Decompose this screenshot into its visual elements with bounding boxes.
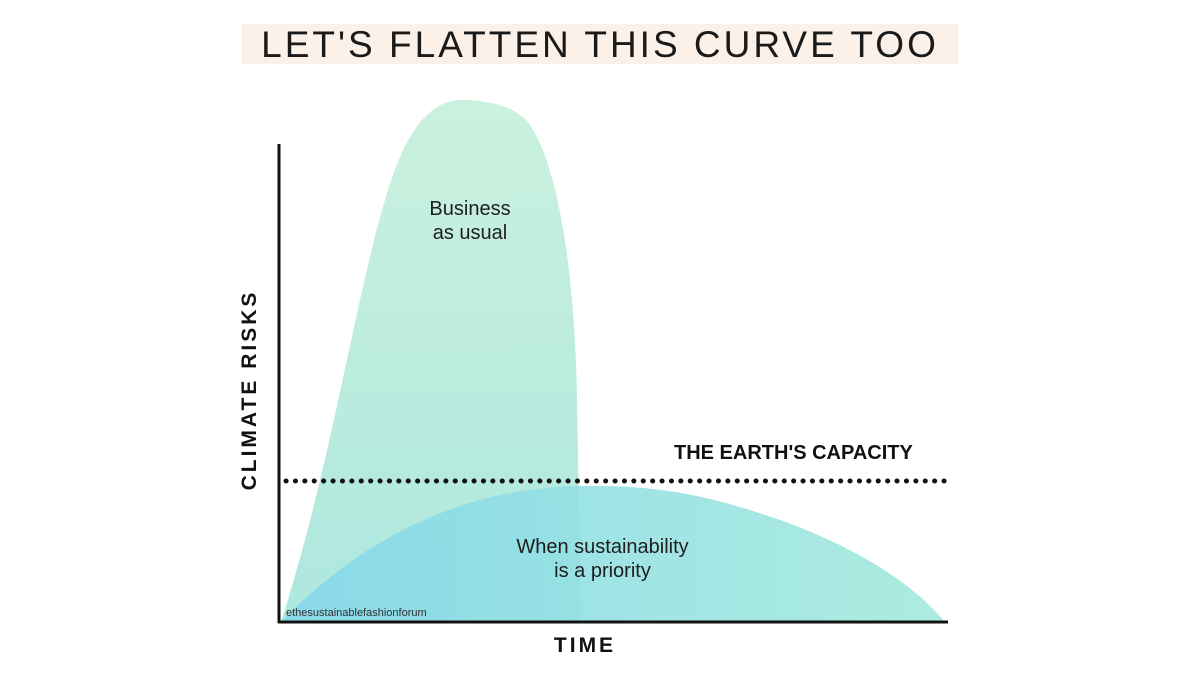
earth-capacity-label: THE EARTH'S CAPACITY [674, 442, 913, 464]
business-as-usual-line-1: Business [429, 198, 511, 220]
y-axis-label: CLIMATE RISKS [238, 289, 261, 491]
chart-title: LET'S FLATTEN THIS CURVE TOO [261, 24, 939, 65]
title-highlight: LET'S FLATTEN THIS CURVE TOO [242, 24, 958, 65]
sustainability-curve [281, 485, 945, 622]
sustainability-line-2: is a priority [554, 560, 651, 582]
business-as-usual-label: Business as usual [400, 197, 540, 245]
sustainability-line-1: When sustainability [516, 536, 689, 558]
credit-handle: ethesustainablefashionforum [286, 607, 427, 619]
x-axis-label: TIME [553, 634, 617, 657]
business-as-usual-curve [281, 100, 581, 622]
sustainability-label: When sustainability is a priority [470, 535, 735, 583]
business-as-usual-line-2: as usual [432, 222, 508, 244]
